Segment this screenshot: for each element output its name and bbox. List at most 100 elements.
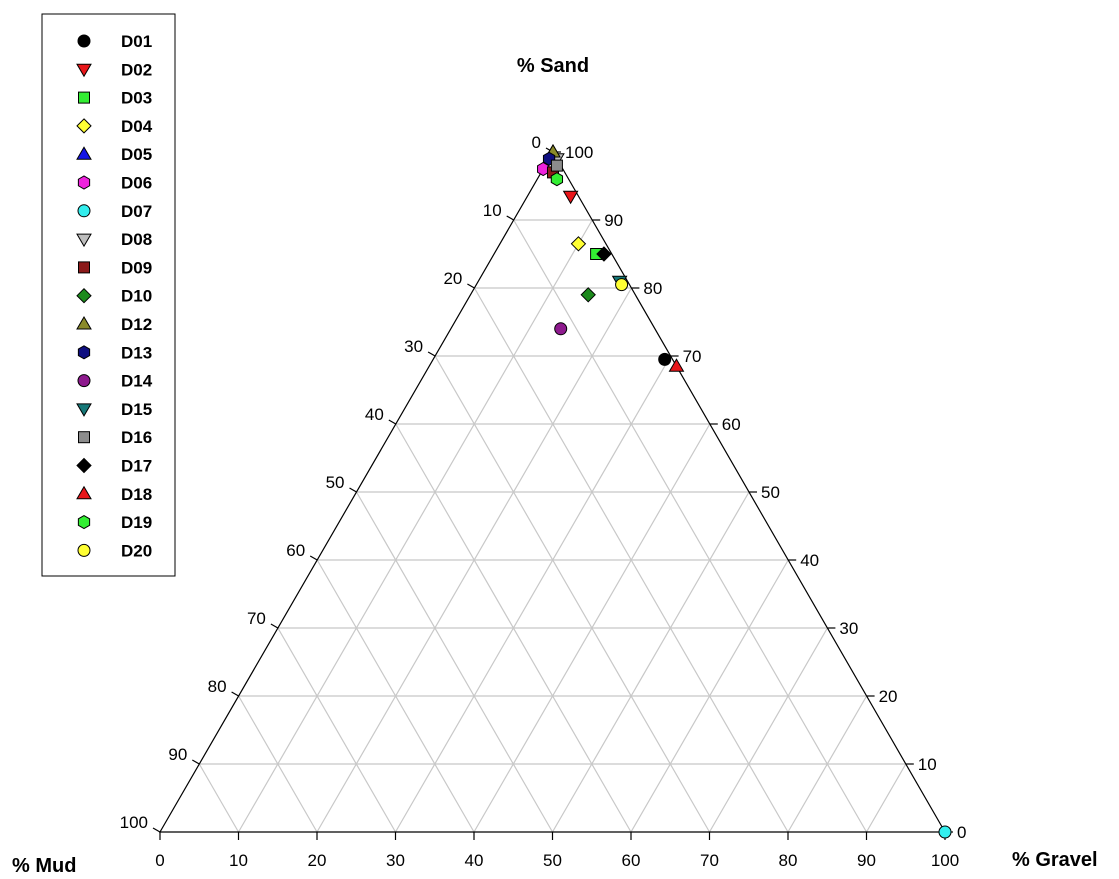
tick-label-gravel-0: 0 <box>155 851 164 870</box>
point-d10 <box>580 287 596 303</box>
legend-label-d09: D09 <box>121 258 152 277</box>
tick-label-sand-20: 20 <box>879 687 898 706</box>
grid-line-mud-50 <box>355 491 554 833</box>
tick-label-mud-100: 100 <box>120 813 148 832</box>
tick-label-gravel-10: 10 <box>229 851 248 870</box>
tick-label-mud-60: 60 <box>286 541 305 560</box>
tick-label-sand-30: 30 <box>839 619 858 638</box>
tick-label-gravel-60: 60 <box>622 851 641 870</box>
legend-label-d16: D16 <box>121 428 152 447</box>
tick-label-gravel-30: 30 <box>386 851 405 870</box>
legend-marker-d06 <box>77 175 91 190</box>
tick-label-sand-70: 70 <box>683 347 702 366</box>
point-d14 <box>554 322 568 336</box>
legend-label-d14: D14 <box>121 372 153 391</box>
legend-marker-d20 <box>77 543 91 557</box>
tick-label-sand-100: 100 <box>565 143 593 162</box>
tick-label-sand-90: 90 <box>604 211 623 230</box>
legend-label-d20: D20 <box>121 541 152 560</box>
point-d18 <box>668 358 685 372</box>
tick-mud-10 <box>506 215 514 221</box>
point-d01 <box>658 352 672 366</box>
legend-label-d10: D10 <box>121 287 152 306</box>
tick-label-sand-40: 40 <box>800 551 819 570</box>
legend-marker-d05 <box>76 146 92 160</box>
legend-marker-d15 <box>76 403 92 417</box>
grid-line-mud-30 <box>434 355 711 833</box>
tick-label-sand-10: 10 <box>918 755 937 774</box>
point-d02 <box>562 190 579 205</box>
legend-label-d18: D18 <box>121 485 152 504</box>
tick-label-gravel-40: 40 <box>465 851 484 870</box>
tick-mud-50 <box>349 487 357 493</box>
legend-label-d17: D17 <box>121 457 152 476</box>
legend-marker-d09 <box>78 261 90 274</box>
grid-line-mud-80 <box>238 695 318 833</box>
tick-mud-60 <box>309 555 318 561</box>
legend-marker-d12 <box>76 316 92 330</box>
grid-line-gravel-70 <box>708 627 828 833</box>
tick-label-gravel-90: 90 <box>857 851 876 870</box>
legend-marker-d18 <box>76 485 92 500</box>
tick-label-sand-0: 0 <box>957 823 966 842</box>
grid-line-mud-90 <box>198 763 240 833</box>
tick-mud-80 <box>231 691 239 697</box>
legend-label-d08: D08 <box>121 230 152 249</box>
legend-marker-d02 <box>76 63 92 78</box>
tick-label-mud-40: 40 <box>365 405 384 424</box>
tick-label-mud-10: 10 <box>483 201 502 220</box>
point-d07 <box>938 825 952 839</box>
legend-label-d04: D04 <box>121 117 153 136</box>
legend-label-d05: D05 <box>121 145 152 164</box>
tick-label-sand-80: 80 <box>643 279 662 298</box>
point-d06 <box>537 161 550 177</box>
legend-label-d06: D06 <box>121 174 152 193</box>
tick-label-gravel-20: 20 <box>308 851 327 870</box>
tick-label-mud-30: 30 <box>404 337 423 356</box>
legend-label-d19: D19 <box>121 513 152 532</box>
tick-label-mud-0: 0 <box>532 133 541 152</box>
legend-marker-d08 <box>76 233 92 248</box>
grid-lines <box>198 219 907 833</box>
tick-label-mud-20: 20 <box>443 269 462 288</box>
tick-label-gravel-100: 100 <box>931 851 959 870</box>
legend <box>41 13 176 577</box>
tick-label-sand-60: 60 <box>722 415 741 434</box>
data-points <box>537 144 952 839</box>
grid-line-gravel-50 <box>551 491 750 833</box>
grid-line-gravel-90 <box>865 763 907 833</box>
legend-label-d02: D02 <box>121 60 152 79</box>
legend-entries: D01 D02 D03 D04 D05 D06 D07 D08 D09 D10 D12 D13 D14 D… <box>76 32 153 560</box>
legend-label-d03: D03 <box>121 89 152 108</box>
tick-label-mud-50: 50 <box>326 473 345 492</box>
grid-line-mud-10 <box>513 219 868 833</box>
tick-label-mud-80: 80 <box>208 677 227 696</box>
legend-label-d07: D07 <box>121 202 152 221</box>
point-d04 <box>570 236 587 252</box>
legend-marker-d04 <box>76 118 92 134</box>
legend-label-d12: D12 <box>121 315 152 334</box>
point-d19 <box>550 172 564 187</box>
tick-mud-20 <box>467 283 475 289</box>
tick-label-mud-70: 70 <box>247 609 266 628</box>
tick-label-gravel-80: 80 <box>779 851 798 870</box>
legend-marker-d14 <box>77 374 91 388</box>
legend-label-d13: D13 <box>121 343 152 362</box>
point-d17 <box>596 246 612 262</box>
legend-marker-d17 <box>76 457 92 474</box>
grid-line-gravel-80 <box>787 695 868 833</box>
legend-marker-d01 <box>77 34 91 48</box>
legend-marker-d13 <box>77 345 91 360</box>
legend-marker-d07 <box>77 204 91 218</box>
tick-mud-40 <box>388 419 397 425</box>
legend-label-d01: D01 <box>121 32 152 51</box>
legend-label-d15: D15 <box>121 400 152 419</box>
top-axis-title: % Sand <box>517 55 589 77</box>
axis-ticks: 0 0 0 10 10 10 20 20 20 30 30 30 40 40 40 50 50 50 60 60 60 7… <box>120 133 967 870</box>
grid-line-gravel-30 <box>394 355 672 833</box>
legend-marker-d19 <box>77 515 91 530</box>
tick-label-gravel-50: 50 <box>543 851 562 870</box>
tick-mud-30 <box>427 351 436 357</box>
tick-label-sand-50: 50 <box>761 483 780 502</box>
